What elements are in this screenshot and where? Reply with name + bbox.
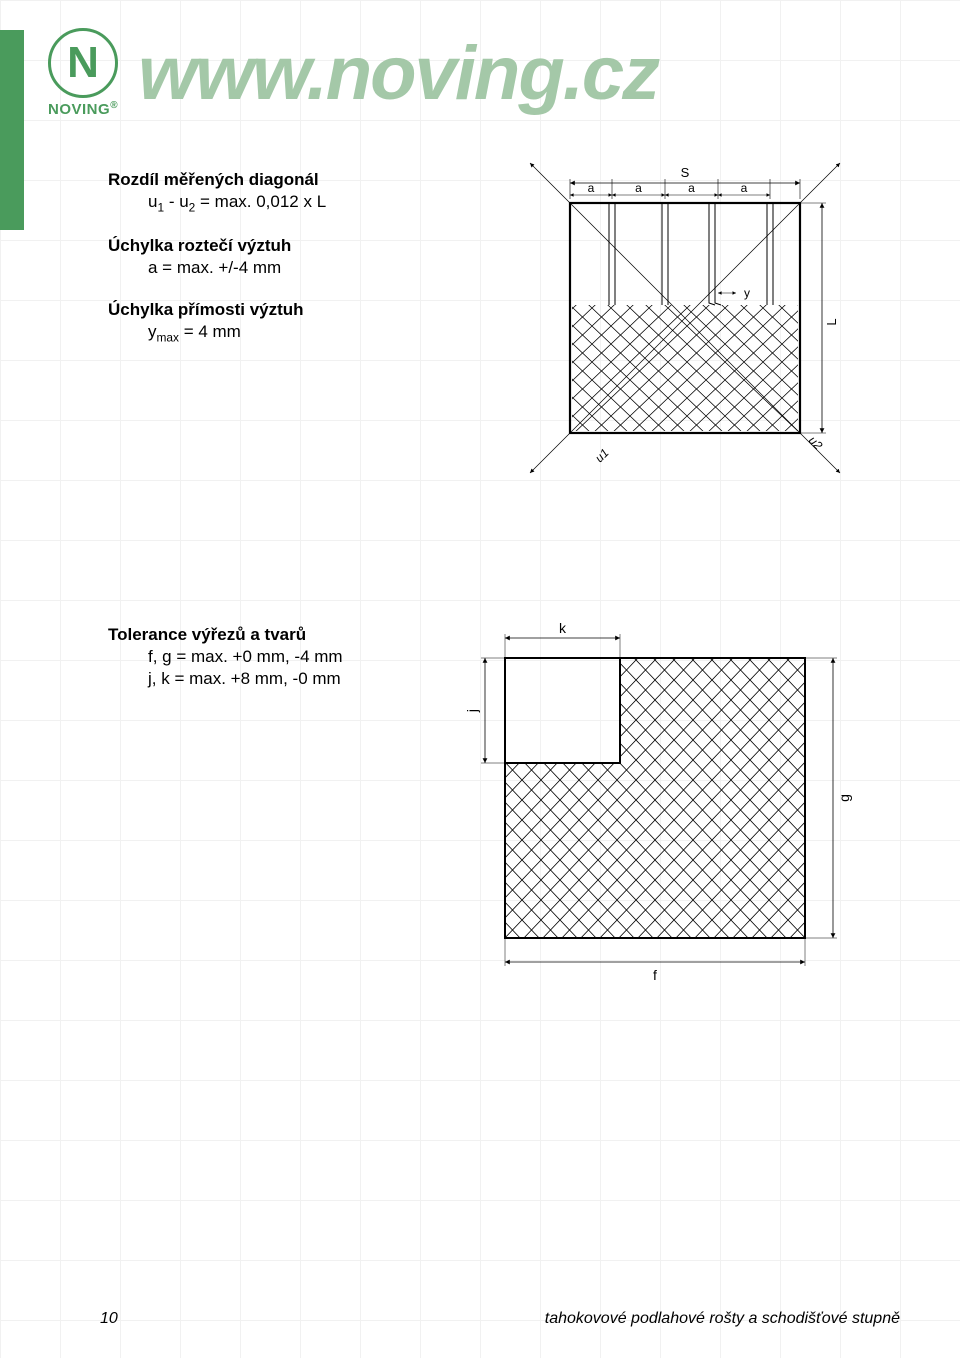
diagram-cutouts: k j f g [465,610,915,1000]
page-header: N NOVING® www.noving.cz [48,28,658,118]
svg-text:j: j [465,709,480,713]
svg-text:a: a [635,181,642,195]
logo-letter: N [67,38,99,88]
logo-circle: N [48,28,118,98]
svg-text:u1: u1 [592,446,611,465]
diagram-diagonals: aaaaSyLu1u2 [440,155,930,515]
page-footer: 10 tahokovové podlahové rošty a schodišť… [0,1310,960,1328]
svg-text:a: a [741,181,748,195]
svg-text:f: f [653,967,657,983]
svg-text:a: a [688,181,695,195]
logo: N NOVING® [48,28,118,118]
logo-name-text: NOVING® [48,100,118,118]
svg-text:L: L [824,318,839,325]
svg-text:k: k [559,620,567,636]
svg-text:a: a [588,181,595,195]
watermark-url: www.noving.cz [138,30,658,117]
page-number: 10 [100,1310,118,1328]
svg-text:S: S [681,165,690,180]
footer-title: tahokovové podlahové rošty a schodišťové… [545,1310,900,1328]
svg-text:g: g [836,794,852,802]
side-accent-bar [0,30,24,230]
svg-text:u2: u2 [806,433,826,453]
svg-text:y: y [744,286,750,300]
